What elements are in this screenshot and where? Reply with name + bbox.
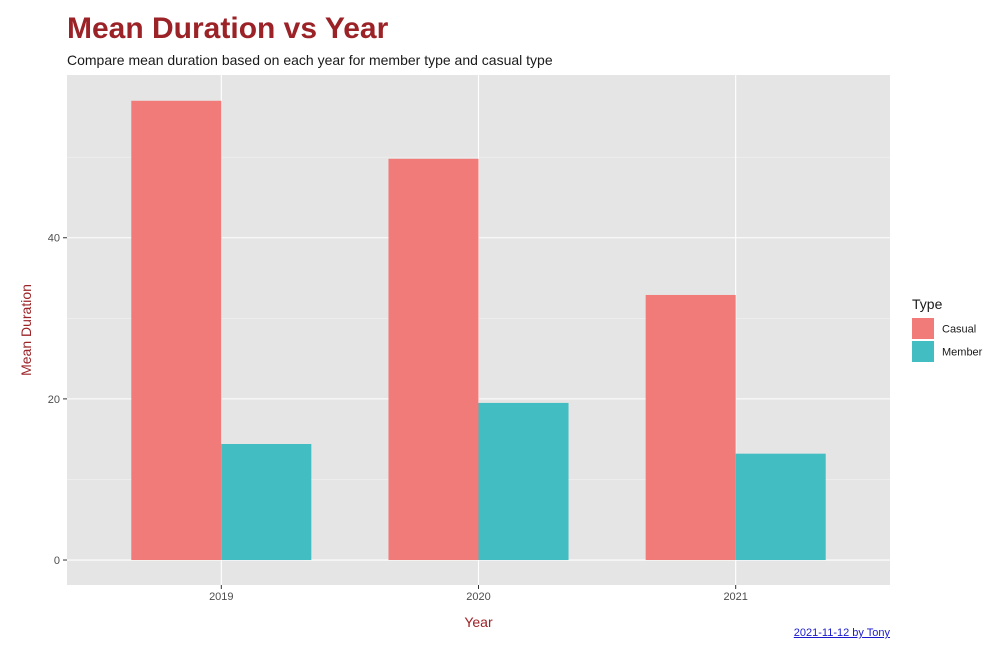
legend-title: Type (912, 296, 943, 312)
y-tick-label: 20 (48, 394, 60, 406)
y-axis-title: Mean Duration (18, 284, 34, 376)
legend-key-member (912, 341, 934, 362)
caption-link[interactable]: 2021-11-12 by Tony (793, 627, 890, 639)
chart-title: Mean Duration vs Year (67, 12, 389, 45)
x-axis-title: Year (464, 614, 493, 630)
y-tick-label: 40 (48, 233, 60, 245)
legend-key-casual (912, 318, 934, 339)
bar-member-2020 (478, 402, 569, 561)
bar-casual-2020 (388, 158, 479, 561)
bar-member-2021 (735, 453, 826, 561)
bar-casual-2019 (131, 100, 222, 561)
chart-subtitle: Compare mean duration based on each year… (67, 52, 553, 68)
bar-casual-2021 (645, 294, 736, 561)
legend-label-casual: Casual (942, 324, 976, 336)
x-tick-label: 2020 (466, 591, 490, 603)
x-tick-label: 2021 (723, 591, 747, 603)
legend-label-member: Member (942, 347, 983, 359)
x-tick-label: 2019 (209, 591, 233, 603)
y-tick-label: 0 (54, 555, 60, 567)
bar-member-2019 (221, 444, 312, 561)
